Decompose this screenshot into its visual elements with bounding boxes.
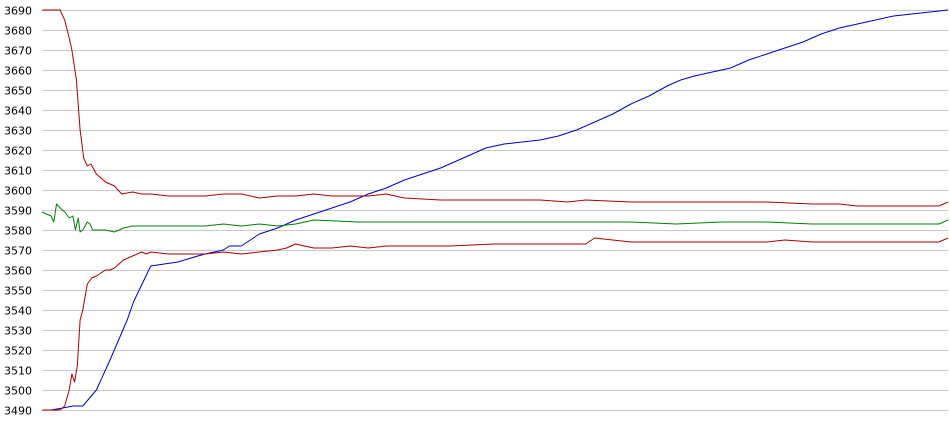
series-lines	[41, 9, 949, 411]
y-tick-label: 3630	[4, 125, 32, 138]
y-tick-label: 3560	[4, 265, 32, 278]
series-line-2	[42, 237, 949, 411]
y-tick-label: 3490	[4, 405, 32, 418]
y-tick-label: 3510	[4, 365, 32, 378]
y-axis-tick-labels: 3490 3500 3510 3520 3530 3540 3550 3560 3570 3580…	[4, 5, 32, 418]
series-line-3	[41, 203, 949, 233]
y-tick-label: 3680	[4, 25, 32, 38]
series-line-0	[42, 9, 949, 411]
y-tick-label: 3610	[4, 165, 32, 178]
y-tick-label: 3550	[4, 285, 32, 298]
series-line-1	[42, 9, 949, 207]
y-tick-label: 3590	[4, 205, 32, 218]
y-tick-label: 3530	[4, 325, 32, 338]
y-tick-label: 3500	[4, 385, 32, 398]
y-tick-label: 3670	[4, 45, 32, 58]
grid-lines	[42, 10, 948, 411]
y-tick-label: 3520	[4, 345, 32, 358]
y-tick-label: 3600	[4, 185, 32, 198]
y-tick-label: 3570	[4, 245, 32, 258]
y-tick-label: 3660	[4, 65, 32, 78]
y-tick-label: 3640	[4, 105, 32, 118]
y-tick-label: 3540	[4, 305, 32, 318]
y-tick-label: 3690	[4, 5, 32, 18]
y-tick-label: 3620	[4, 145, 32, 158]
y-tick-label: 3580	[4, 225, 32, 238]
y-tick-label: 3650	[4, 85, 32, 98]
